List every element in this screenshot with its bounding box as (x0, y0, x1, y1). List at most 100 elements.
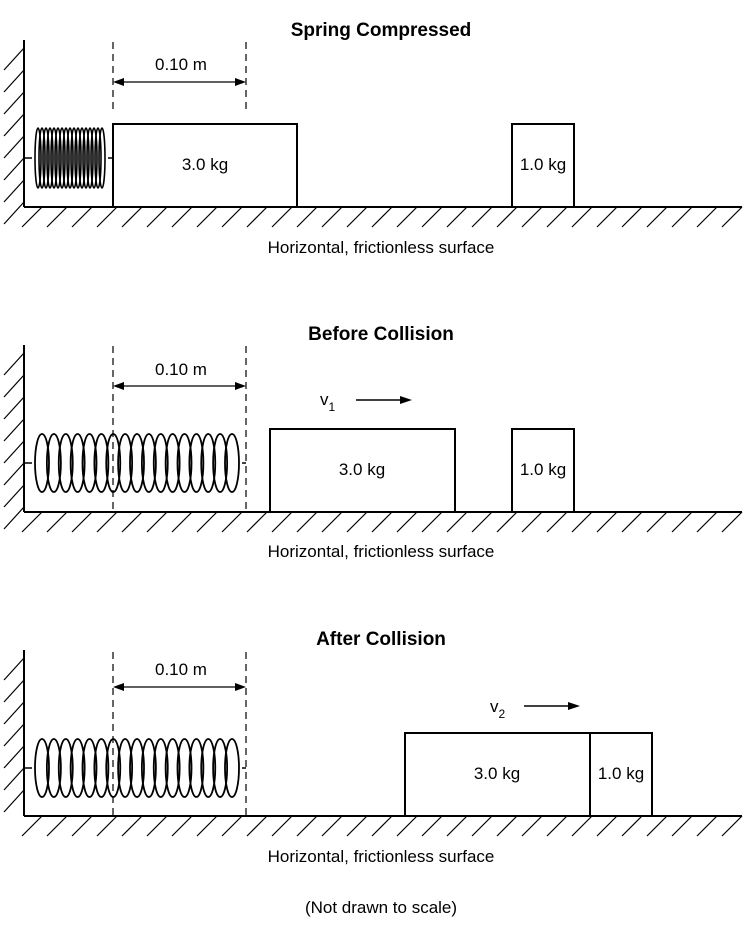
spring-coil (164, 738, 181, 798)
block-1kg-label: 1.0 kg (520, 155, 566, 174)
floor-hatch (146, 206, 168, 228)
arrowhead-left-icon (113, 78, 124, 86)
block-1kg (511, 428, 575, 513)
wall-hatch (3, 418, 25, 442)
panel-after-collision: After Collision 0.10 m v2 3.0 kg 1.0 kg … (3, 629, 743, 866)
wall-hatch (3, 374, 25, 398)
floor-hatch (196, 511, 218, 533)
wall-hatch (3, 745, 25, 769)
floor-hatch (246, 511, 268, 533)
wall-hatch (3, 201, 25, 225)
floor-hatch (671, 511, 693, 533)
floor-hatch (21, 815, 43, 837)
velocity-subscript: 2 (499, 707, 506, 721)
spring-coil (94, 127, 102, 189)
floor-hatch (171, 206, 193, 228)
floor-hatch (296, 511, 318, 533)
spring-coil (42, 127, 50, 189)
spring-coil (140, 738, 157, 798)
wall-hatch (3, 723, 25, 747)
floor-hatch (446, 815, 468, 837)
block-1kg-label: 1.0 kg (520, 460, 566, 479)
floor-hatch (621, 815, 643, 837)
spring-coil (50, 127, 58, 189)
floor (21, 815, 743, 837)
floor-hatch (521, 206, 543, 228)
spring-coil (152, 433, 169, 493)
floor-hatch (496, 206, 518, 228)
dimension-marker: 0.10 m (112, 346, 247, 512)
floor-hatch (621, 511, 643, 533)
spring-coil (98, 127, 106, 189)
floor-hatch (371, 511, 393, 533)
arrowhead-right-icon (235, 382, 246, 390)
spring-coil (69, 738, 86, 798)
relaxed-spring (24, 738, 246, 798)
wall-hatch (3, 69, 25, 93)
panel-title: After Collision (316, 629, 446, 650)
floor-hatch (471, 511, 493, 533)
floor-hatch (146, 815, 168, 837)
spring-coil (86, 127, 94, 189)
floor-hatch (271, 815, 293, 837)
floor-hatch (221, 206, 243, 228)
panel-title: Spring Compressed (291, 20, 472, 41)
spring-coil (212, 433, 229, 493)
floor (21, 206, 743, 228)
floor-hatch (371, 815, 393, 837)
spring-coil (74, 127, 82, 189)
wall-hatch (3, 506, 25, 530)
floor-hatch (346, 815, 368, 837)
surface-label: Horizontal, frictionless surface (268, 847, 495, 866)
floor-hatch (421, 206, 443, 228)
floor-hatch (321, 511, 343, 533)
velocity-arrow-v2: v2 (490, 697, 580, 721)
floor-hatch (721, 511, 743, 533)
wall-hatch (3, 179, 25, 203)
wall-hatch (3, 789, 25, 813)
floor-hatch (121, 815, 143, 837)
spring-coil (105, 433, 122, 493)
floor-hatch (96, 815, 118, 837)
footnote: (Not drawn to scale) (305, 898, 457, 917)
floor-hatch (546, 206, 568, 228)
floor-hatch (646, 511, 668, 533)
floor-hatch (621, 206, 643, 228)
arrowhead-right-icon (235, 78, 246, 86)
distance-label: 0.10 m (155, 55, 207, 74)
block-3kg-label: 3.0 kg (339, 460, 385, 479)
spring-coil (58, 127, 66, 189)
floor-hatch (521, 815, 543, 837)
spring-coil (117, 433, 134, 493)
floor-hatch (96, 511, 118, 533)
spring-coil (45, 433, 62, 493)
floor-hatch (171, 815, 193, 837)
spring-coil (212, 738, 229, 798)
panel-title: Before Collision (308, 324, 454, 345)
floor-hatch (421, 815, 443, 837)
floor-hatch (571, 206, 593, 228)
floor-hatch (146, 511, 168, 533)
floor-hatch (271, 511, 293, 533)
wall-hatch (3, 462, 25, 486)
floor-hatch (671, 815, 693, 837)
block-1kg-label: 1.0 kg (598, 764, 644, 783)
floor-hatch (196, 815, 218, 837)
spring-coil (224, 738, 240, 798)
wall-hatch (3, 701, 25, 725)
block-3kg-label: 3.0 kg (474, 764, 520, 783)
spring-coil (66, 127, 74, 189)
spring-coil (176, 433, 193, 493)
floor-hatch (696, 815, 718, 837)
floor (21, 511, 743, 533)
velocity-label: v2 (490, 697, 506, 721)
floor-hatch (46, 206, 68, 228)
velocity-subscript: 1 (329, 400, 336, 414)
floor-hatch (446, 511, 468, 533)
floor-hatch (296, 815, 318, 837)
spring-coil (129, 433, 145, 493)
block-3kg (404, 732, 591, 817)
surface-label: Horizontal, frictionless surface (268, 542, 495, 561)
spring-coil (78, 127, 86, 189)
spring-coil (34, 127, 42, 189)
